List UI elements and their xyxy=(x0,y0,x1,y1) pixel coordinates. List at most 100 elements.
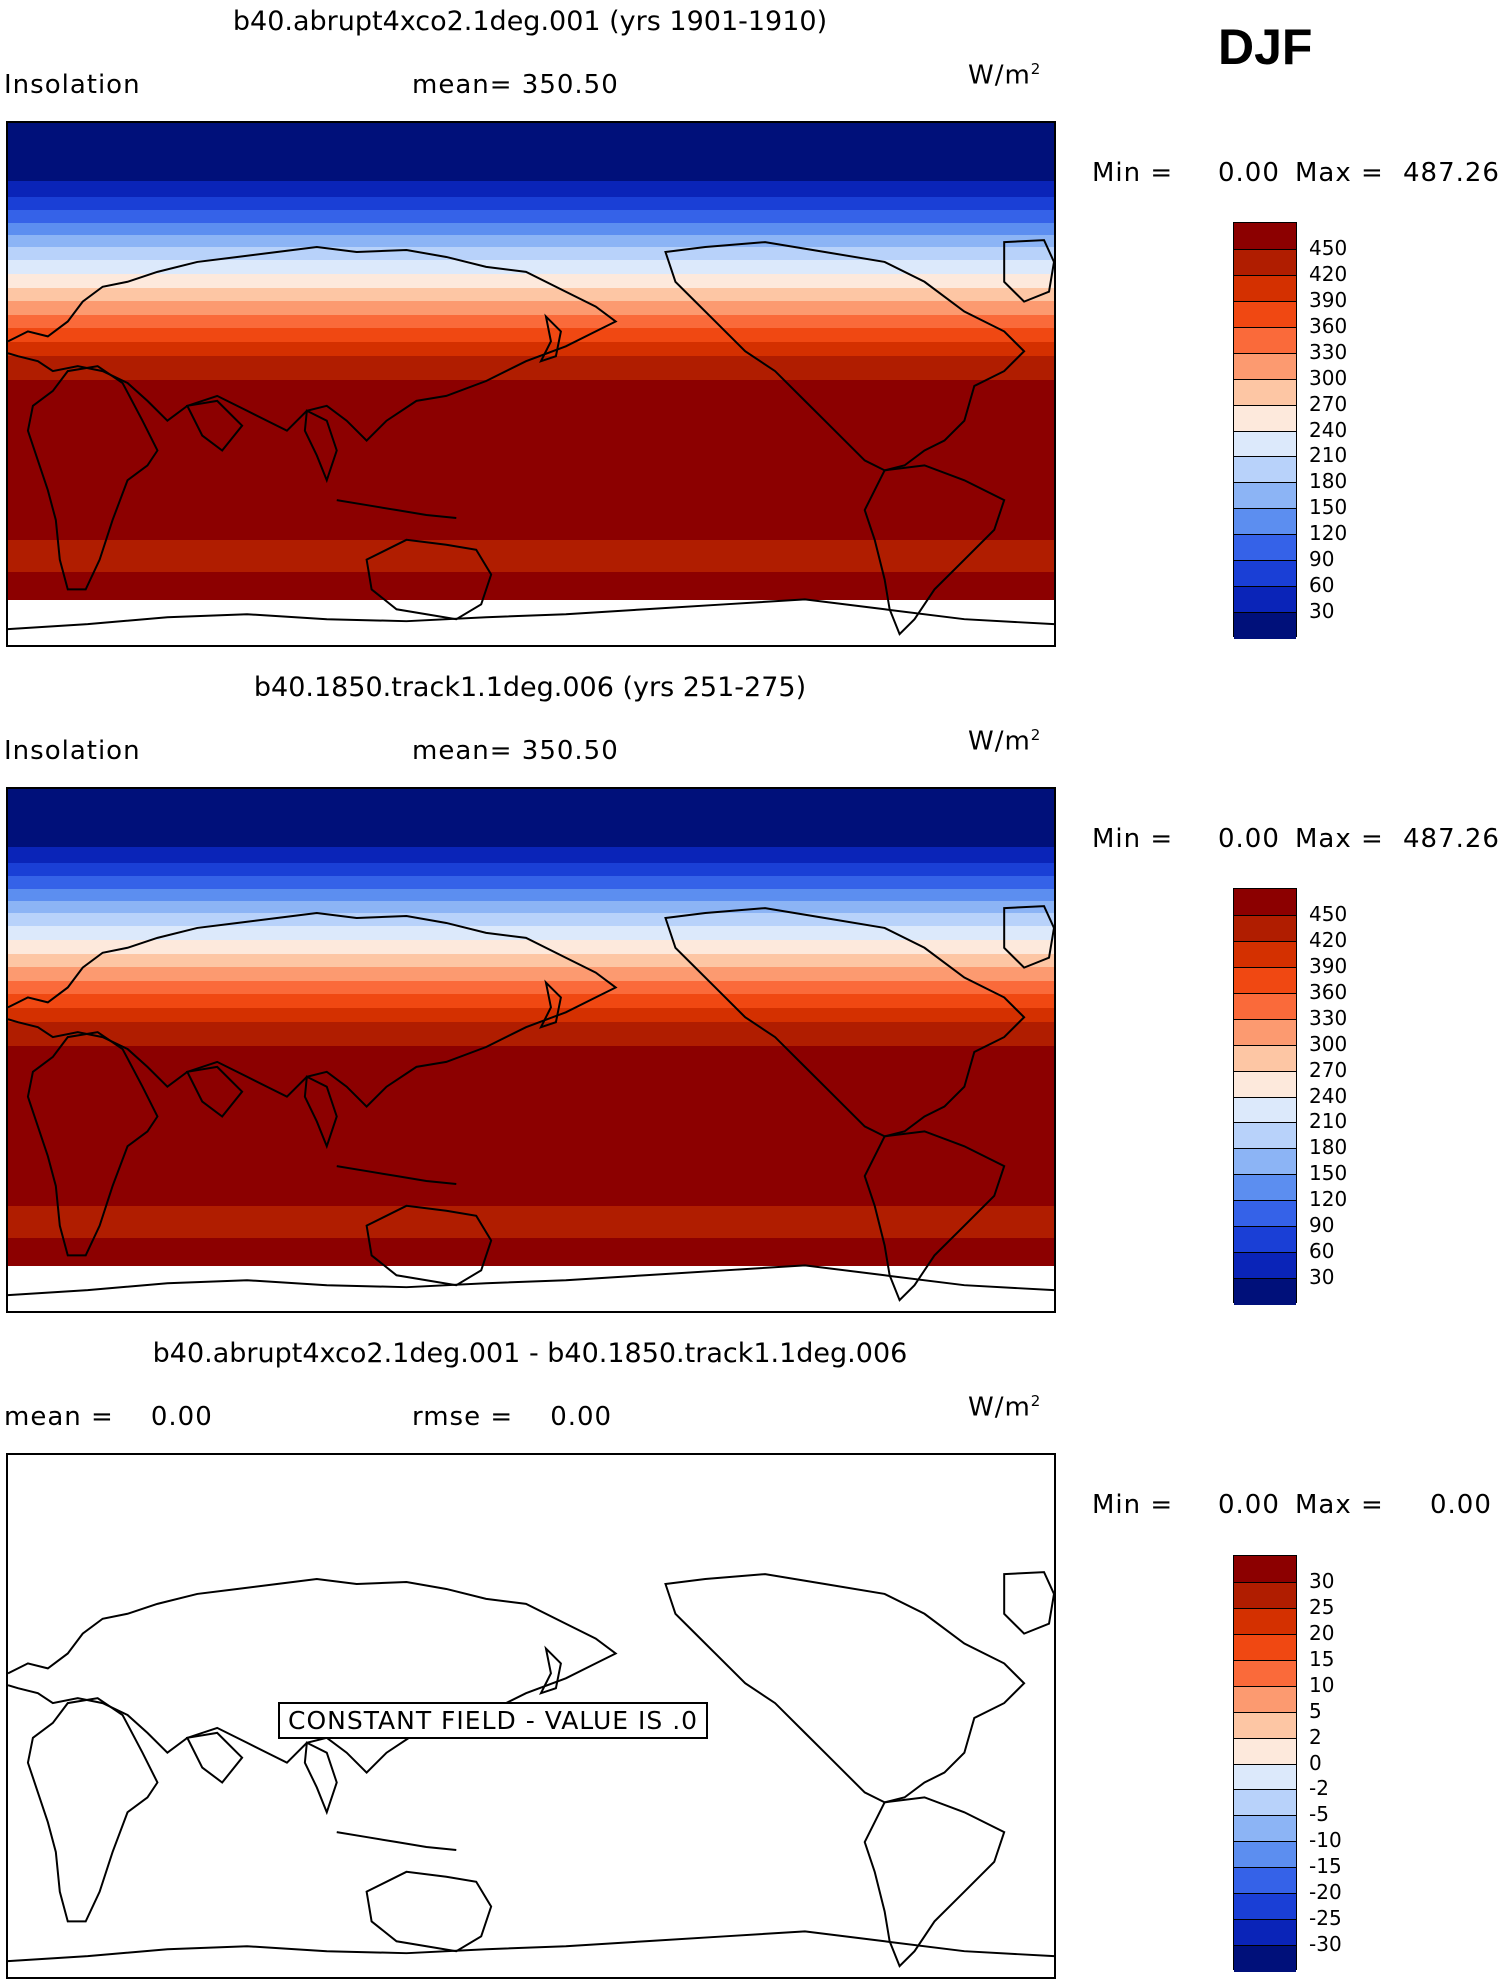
latitude-band xyxy=(8,981,1054,995)
colorbar-tick-label: 30 xyxy=(1309,599,1335,624)
coastline-path xyxy=(8,1930,1054,1963)
colorbar-swatch xyxy=(1234,1659,1296,1687)
colorbar-tick-label: 150 xyxy=(1309,1161,1348,1186)
colorbar-swatch xyxy=(1234,560,1296,587)
colorbar-tick-label: -2 xyxy=(1309,1776,1329,1801)
colorbar-swatch xyxy=(1234,404,1296,431)
colorbar-swatch xyxy=(1234,482,1296,509)
max-label: Max = xyxy=(1295,1490,1384,1520)
min-label: Min = xyxy=(1092,158,1174,188)
latitude-band xyxy=(8,572,1054,600)
colorbar-swatch xyxy=(1234,430,1296,457)
colorbar xyxy=(1233,222,1297,639)
latitude-band xyxy=(8,863,1054,877)
rmse-label: rmse = 0.00 xyxy=(412,1402,613,1432)
colorbar-tick-label: -20 xyxy=(1309,1880,1342,1905)
mean-label: mean= 350.50 xyxy=(412,736,619,766)
colorbar-tick-label: 420 xyxy=(1309,261,1348,286)
latitude-band xyxy=(8,994,1054,1009)
colorbar-tick-label: 90 xyxy=(1309,547,1335,572)
coastline-path xyxy=(8,246,618,442)
latitude-band xyxy=(8,1008,1054,1023)
colorbar-tick-label: 300 xyxy=(1309,365,1348,390)
coastline-path xyxy=(303,1741,338,1816)
colorbar-swatch xyxy=(1234,1044,1296,1072)
min-label: Min = xyxy=(1092,1490,1174,1520)
latitude-band xyxy=(8,181,1054,198)
coastline-path xyxy=(1003,905,1054,969)
colorbar-swatch xyxy=(1234,1096,1296,1123)
latitude-band xyxy=(8,940,1054,955)
colorbar-tick-label: 300 xyxy=(1309,1031,1348,1056)
season-label: DJF xyxy=(1218,19,1313,75)
colorbar-tick-label: 390 xyxy=(1309,953,1348,978)
latitude-band xyxy=(8,328,1054,343)
colorbar-swatch xyxy=(1234,1763,1296,1790)
coastline-path xyxy=(365,1204,493,1287)
coastline-path xyxy=(26,1697,159,1923)
coastline-path xyxy=(538,313,562,363)
colorbar-tick-label: 150 xyxy=(1309,495,1348,520)
colorbar-tick-label: 270 xyxy=(1309,391,1348,416)
coastline-path xyxy=(664,241,1026,472)
min-label: Min = xyxy=(1092,824,1174,854)
colorbar-swatch xyxy=(1234,1789,1296,1816)
colorbar-swatch xyxy=(1234,1867,1296,1894)
colorbar-swatch xyxy=(1234,1581,1296,1609)
colorbar-tick-label: 240 xyxy=(1309,417,1348,442)
colorbar-swatch xyxy=(1234,274,1296,302)
latitude-band xyxy=(8,913,1054,927)
colorbar-tick-label: 180 xyxy=(1309,1135,1348,1160)
colorbar-tick-label: 30 xyxy=(1309,1568,1335,1593)
colorbar-swatch xyxy=(1234,1945,1296,1972)
colorbar-tick-label: 5 xyxy=(1309,1698,1322,1723)
colorbar-swatch xyxy=(1234,1200,1296,1227)
colorbar-tick-label: 90 xyxy=(1309,1213,1335,1238)
latitude-band xyxy=(8,235,1054,248)
colorbar-swatch xyxy=(1234,1919,1296,1946)
coastline-path xyxy=(185,399,244,452)
latitude-band xyxy=(8,315,1054,329)
colorbar-tick-label: 180 xyxy=(1309,469,1348,494)
colorbar xyxy=(1233,888,1297,1305)
insolation-map xyxy=(6,121,1056,647)
coastline-outline xyxy=(8,239,1054,636)
latitude-band xyxy=(8,901,1054,914)
coastline-path xyxy=(863,464,1006,636)
coastline-path xyxy=(336,1831,457,1851)
colorbar-swatch xyxy=(1234,940,1296,968)
colorbar-tick-label: 120 xyxy=(1309,521,1348,546)
colorbar-tick-label: 30 xyxy=(1309,1265,1335,1290)
colorbar-swatch xyxy=(1234,352,1296,380)
latitude-band xyxy=(8,954,1054,968)
colorbar-swatch xyxy=(1234,1174,1296,1201)
colorbar-tick-label: 420 xyxy=(1309,927,1348,952)
colorbar-swatch xyxy=(1234,1252,1296,1279)
colorbar-swatch xyxy=(1234,1278,1296,1305)
coastline-path xyxy=(1003,239,1054,303)
colorbar-swatch xyxy=(1234,1070,1296,1097)
coastline-path xyxy=(26,365,159,591)
min-value: 0.00 xyxy=(1218,158,1280,188)
colorbar-swatch xyxy=(1234,1633,1296,1661)
coastline-path xyxy=(26,1031,159,1257)
colorbar-tick-label: 450 xyxy=(1309,235,1348,260)
colorbar-tick-label: 240 xyxy=(1309,1083,1348,1108)
panel-title: b40.abrupt4xco2.1deg.001 (yrs 1901-1910) xyxy=(232,6,828,37)
colorbar-tick-label: 60 xyxy=(1309,1239,1335,1264)
colorbar-tick-label: 270 xyxy=(1309,1057,1348,1082)
colorbar-swatch xyxy=(1234,456,1296,483)
min-value: 0.00 xyxy=(1218,1490,1280,1520)
colorbar-swatch xyxy=(1234,586,1296,613)
latitude-band xyxy=(8,274,1054,289)
coastline-path xyxy=(664,1573,1026,1804)
mean-label: mean = 0.00 xyxy=(4,1402,213,1432)
panel-title: b40.abrupt4xco2.1deg.001 - b40.1850.trac… xyxy=(152,1338,908,1369)
colorbar-swatch xyxy=(1234,326,1296,354)
colorbar-tick-label: 450 xyxy=(1309,901,1348,926)
coastline-path xyxy=(8,1264,1054,1297)
coastline-path xyxy=(365,1870,493,1953)
colorbar-tick-label: -10 xyxy=(1309,1828,1342,1853)
max-value: 487.26 xyxy=(1403,158,1500,188)
colorbar-swatch xyxy=(1234,1607,1296,1635)
